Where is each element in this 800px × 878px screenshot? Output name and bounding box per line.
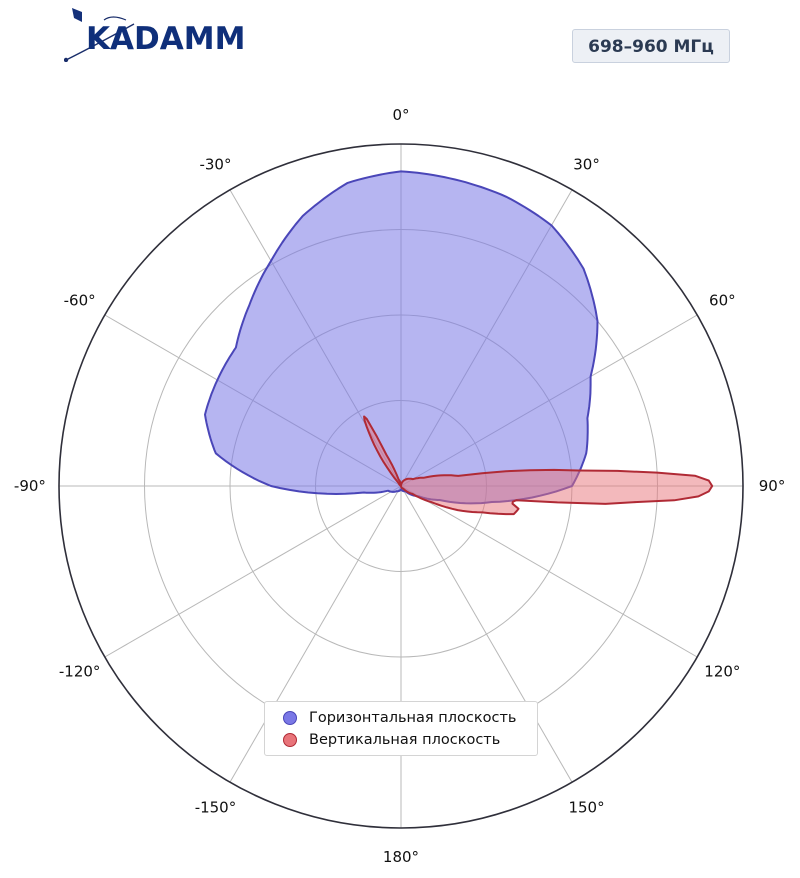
angle-tick-label: -120° [59, 663, 101, 681]
angle-tick-label: -30° [199, 156, 231, 174]
angular-gridline [400, 485, 698, 658]
kadamm-logo [64, 8, 135, 62]
outer-frame [58, 143, 744, 829]
logo-wordmark: KADAMM [86, 21, 246, 57]
legend-item-horizontal: Горизонтальная плоскость [273, 707, 529, 729]
angle-tick-label: 60° [709, 291, 736, 309]
angle-tick-label: 90° [759, 477, 786, 495]
series-layer [204, 170, 714, 516]
series-area-horizontal [204, 170, 599, 505]
angle-tick-label: 180° [383, 848, 419, 866]
series-area-vertical [363, 415, 714, 516]
angle-tick-label: 0° [392, 106, 409, 124]
outer-circle [58, 143, 744, 829]
angle-tick-label: 120° [704, 663, 740, 681]
angular-gridline [400, 485, 573, 783]
frequency-badge: 698–960 МГц [572, 29, 730, 63]
legend-marker-vertical [283, 733, 297, 747]
angle-tick-label: -60° [64, 291, 96, 309]
angle-tick-label: 150° [568, 798, 604, 816]
angle-tick-label: 30° [573, 156, 600, 174]
angular-gridline [104, 485, 402, 658]
legend-marker-horizontal [283, 711, 297, 725]
angle-tick-label: -90° [14, 477, 46, 495]
angle-tick-label: -150° [195, 798, 237, 816]
angle-ticks: 0° 30° 60° 90° 120° 150° 180° -150° -120° -90° -60… [14, 106, 785, 866]
legend-item-vertical: Вертикальная плоскость [273, 729, 529, 751]
legend-label-vertical: Вертикальная плоскость [309, 732, 501, 748]
legend-label-horizontal: Горизонтальная плоскость [309, 710, 517, 726]
legend: Горизонтальная плоскость Вертикальная пл… [264, 701, 538, 756]
angular-gridline [229, 485, 402, 783]
